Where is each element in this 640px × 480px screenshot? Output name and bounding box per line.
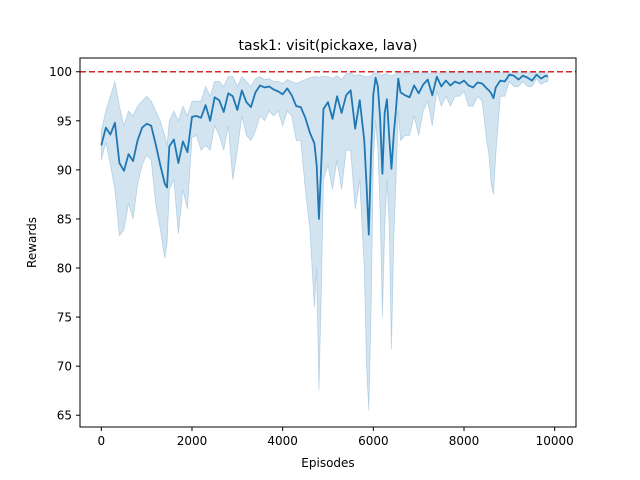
y-tick-label: 90: [57, 163, 72, 177]
x-tick-label: 2000: [177, 434, 208, 448]
x-tick-label: 0: [97, 434, 105, 448]
axes-frame: [79, 57, 577, 428]
x-tick-label: 10000: [536, 434, 574, 448]
x-tick-label: 6000: [358, 434, 389, 448]
confidence-band: [100, 72, 549, 411]
y-tick-label: 65: [57, 409, 72, 423]
x-tick-label: 8000: [449, 434, 480, 448]
y-tick-label: 75: [57, 311, 72, 325]
chart-title: task1: visit(pickaxe, lava): [239, 38, 418, 54]
plot-area: [80, 70, 576, 411]
y-tick-label: 100: [49, 65, 72, 79]
y-tick-label: 70: [57, 360, 72, 374]
series-line: [100, 73, 549, 236]
x-tick-label: 4000: [267, 434, 298, 448]
y-axis-label: Rewards: [25, 217, 39, 268]
x-axis-label: Episodes: [301, 456, 354, 470]
y-tick-label: 95: [57, 114, 72, 128]
x-axis: 0 2000 4000 6000 8000 10000: [97, 427, 574, 448]
y-tick-label: 80: [57, 262, 72, 276]
y-axis: 65 70 75 80 85 90 95 100: [49, 65, 80, 423]
y-tick-label: 85: [57, 212, 72, 226]
